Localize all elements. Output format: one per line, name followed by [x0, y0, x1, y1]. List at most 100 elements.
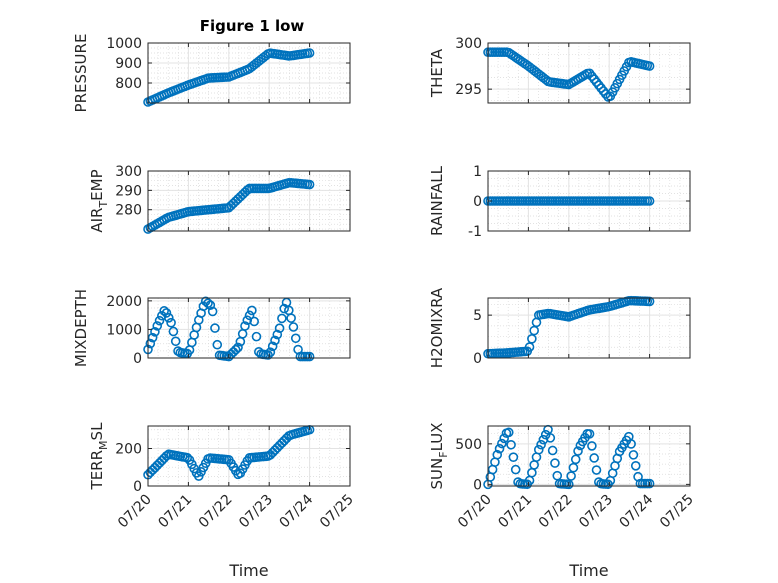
data-point — [644, 296, 655, 307]
x-tick-label: 07/20 — [115, 492, 155, 532]
y-axis-label: SUNFLUX — [428, 423, 450, 490]
y-tick-label: 0 — [473, 351, 482, 367]
x-tick-label: 07/21 — [155, 492, 195, 532]
data-point — [545, 433, 556, 443]
data-point — [644, 61, 655, 71]
data-point — [524, 342, 535, 352]
data-point — [499, 433, 509, 444]
panel-pressure: 800 900 1000 PRESSURE — [72, 34, 351, 112]
y-label-subscript: F — [437, 451, 450, 457]
y-label-main: TERR — [88, 450, 106, 491]
y-tick-label: 0 — [133, 479, 142, 495]
data-point — [286, 313, 296, 323]
data-point — [168, 326, 179, 337]
data-point — [533, 444, 544, 455]
data-point — [267, 341, 278, 352]
data-point — [249, 316, 259, 327]
data-point — [566, 471, 576, 481]
y-tick-label: 295 — [455, 82, 482, 98]
y-tick-label: 2000 — [106, 294, 142, 310]
data-point — [644, 196, 655, 206]
y-tick-label: -1 — [468, 224, 482, 240]
x-tick-label: 07/24 — [277, 491, 317, 531]
data-point — [207, 306, 218, 317]
data-point — [510, 464, 521, 475]
panel-h2omixra: 0 5 H2OMIXRA — [428, 287, 691, 368]
y-axis-label: THETA — [428, 48, 446, 98]
data-point — [150, 326, 160, 337]
x-tick-label: 07/25 — [317, 492, 357, 532]
data-point — [182, 452, 193, 463]
y-tick-label: 1000 — [106, 322, 142, 338]
series-markers — [483, 196, 655, 206]
data-point — [626, 439, 636, 449]
x-tick-label: 07/22 — [196, 492, 236, 532]
y-axis-label: AIRTEMP — [88, 169, 110, 232]
data-point — [242, 315, 253, 326]
y-label-rest: EMP — [88, 169, 106, 200]
data-point — [591, 465, 602, 475]
y-label-rest: LUX — [428, 423, 446, 452]
y-label-rest: SL — [88, 422, 106, 441]
y-tick-label: 300 — [115, 164, 142, 180]
data-point — [279, 303, 290, 314]
data-point — [628, 450, 639, 460]
data-point — [304, 48, 315, 58]
data-point — [550, 458, 560, 468]
axes-box — [487, 425, 691, 487]
data-point — [304, 179, 315, 190]
y-axis-label: TERRMSL — [88, 422, 110, 491]
data-point — [630, 460, 641, 471]
y-axis-label: RAINFALL — [428, 165, 446, 236]
x-tick-label: 07/22 — [536, 492, 576, 532]
axes-box — [487, 297, 691, 359]
data-point — [497, 438, 507, 449]
data-point — [244, 310, 255, 321]
minor-grid — [147, 170, 351, 231]
panel-mixdepth: 0 1000 2000 MIXDEPTH — [72, 289, 351, 367]
data-point — [205, 300, 216, 310]
data-point — [237, 329, 248, 339]
axes-box — [487, 42, 691, 104]
y-tick-label: 280 — [115, 203, 142, 219]
data-point — [563, 479, 574, 490]
data-point — [547, 445, 558, 456]
panel-theta: 295 300 THETA — [428, 36, 691, 104]
data-point — [240, 321, 250, 331]
data-point — [210, 323, 220, 333]
data-point — [270, 335, 280, 346]
data-point — [272, 329, 283, 340]
data-point — [251, 331, 262, 342]
data-point — [154, 315, 165, 326]
y-tick-label: 800 — [115, 76, 142, 92]
data-point — [161, 308, 172, 318]
x-tick-label: 07/20 — [455, 492, 495, 532]
x-tick-label: 07/23 — [576, 492, 616, 532]
data-point — [508, 452, 519, 462]
data-point — [529, 460, 539, 470]
data-point — [536, 439, 546, 450]
y-tick-label: 1000 — [106, 36, 142, 52]
y-tick-label: 500 — [455, 437, 482, 453]
series-markers — [143, 424, 315, 481]
data-point — [584, 429, 595, 439]
y-tick-label: 5 — [473, 308, 482, 324]
y-tick-label: 300 — [455, 36, 482, 52]
data-point — [304, 351, 315, 362]
data-point — [233, 342, 243, 353]
axes-box — [147, 297, 351, 359]
series-markers — [143, 177, 315, 234]
data-point — [527, 333, 537, 344]
data-point — [288, 322, 299, 332]
panel-rainfall: -1 0 1 RAINFALL — [428, 164, 691, 240]
data-point — [277, 313, 287, 324]
data-point — [506, 439, 516, 450]
y-tick-label: 200 — [115, 442, 142, 458]
y-tick-label: 290 — [115, 183, 142, 199]
data-point — [265, 347, 276, 358]
data-point — [573, 446, 583, 456]
data-point — [203, 298, 213, 309]
data-point — [527, 467, 537, 478]
